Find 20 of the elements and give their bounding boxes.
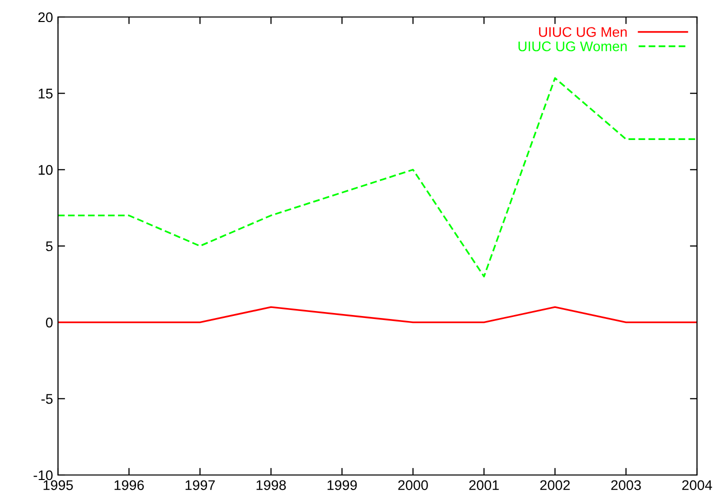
y-tick-label: 5 bbox=[46, 241, 53, 252]
x-tick-label: 2003 bbox=[611, 480, 641, 490]
legend-label: UIUC UG Men bbox=[539, 27, 627, 37]
y-tick-label: -5 bbox=[41, 394, 53, 404]
x-tick-label: 1995 bbox=[44, 480, 73, 490]
legend-label: UIUC UG Women bbox=[518, 41, 627, 52]
y-tick-label: 20 bbox=[38, 12, 53, 22]
y-tick-label: 0 bbox=[46, 318, 53, 328]
x-tick-label: 1997 bbox=[186, 480, 215, 490]
x-tick-label: 2004 bbox=[682, 480, 712, 490]
x-tick-label: 2000 bbox=[398, 480, 428, 490]
x-tick-label: 1996 bbox=[114, 480, 144, 490]
y-tick-label: 10 bbox=[38, 165, 53, 175]
x-tick-label: 2002 bbox=[540, 480, 570, 490]
x-tick-label: 1998 bbox=[256, 480, 286, 490]
line-series bbox=[58, 77, 697, 278]
x-tick-label: 1999 bbox=[328, 480, 357, 490]
x-tick-label: 2001 bbox=[469, 480, 499, 490]
y-tick-label: 15 bbox=[38, 88, 53, 99]
y-tick-label: -10 bbox=[34, 470, 53, 480]
